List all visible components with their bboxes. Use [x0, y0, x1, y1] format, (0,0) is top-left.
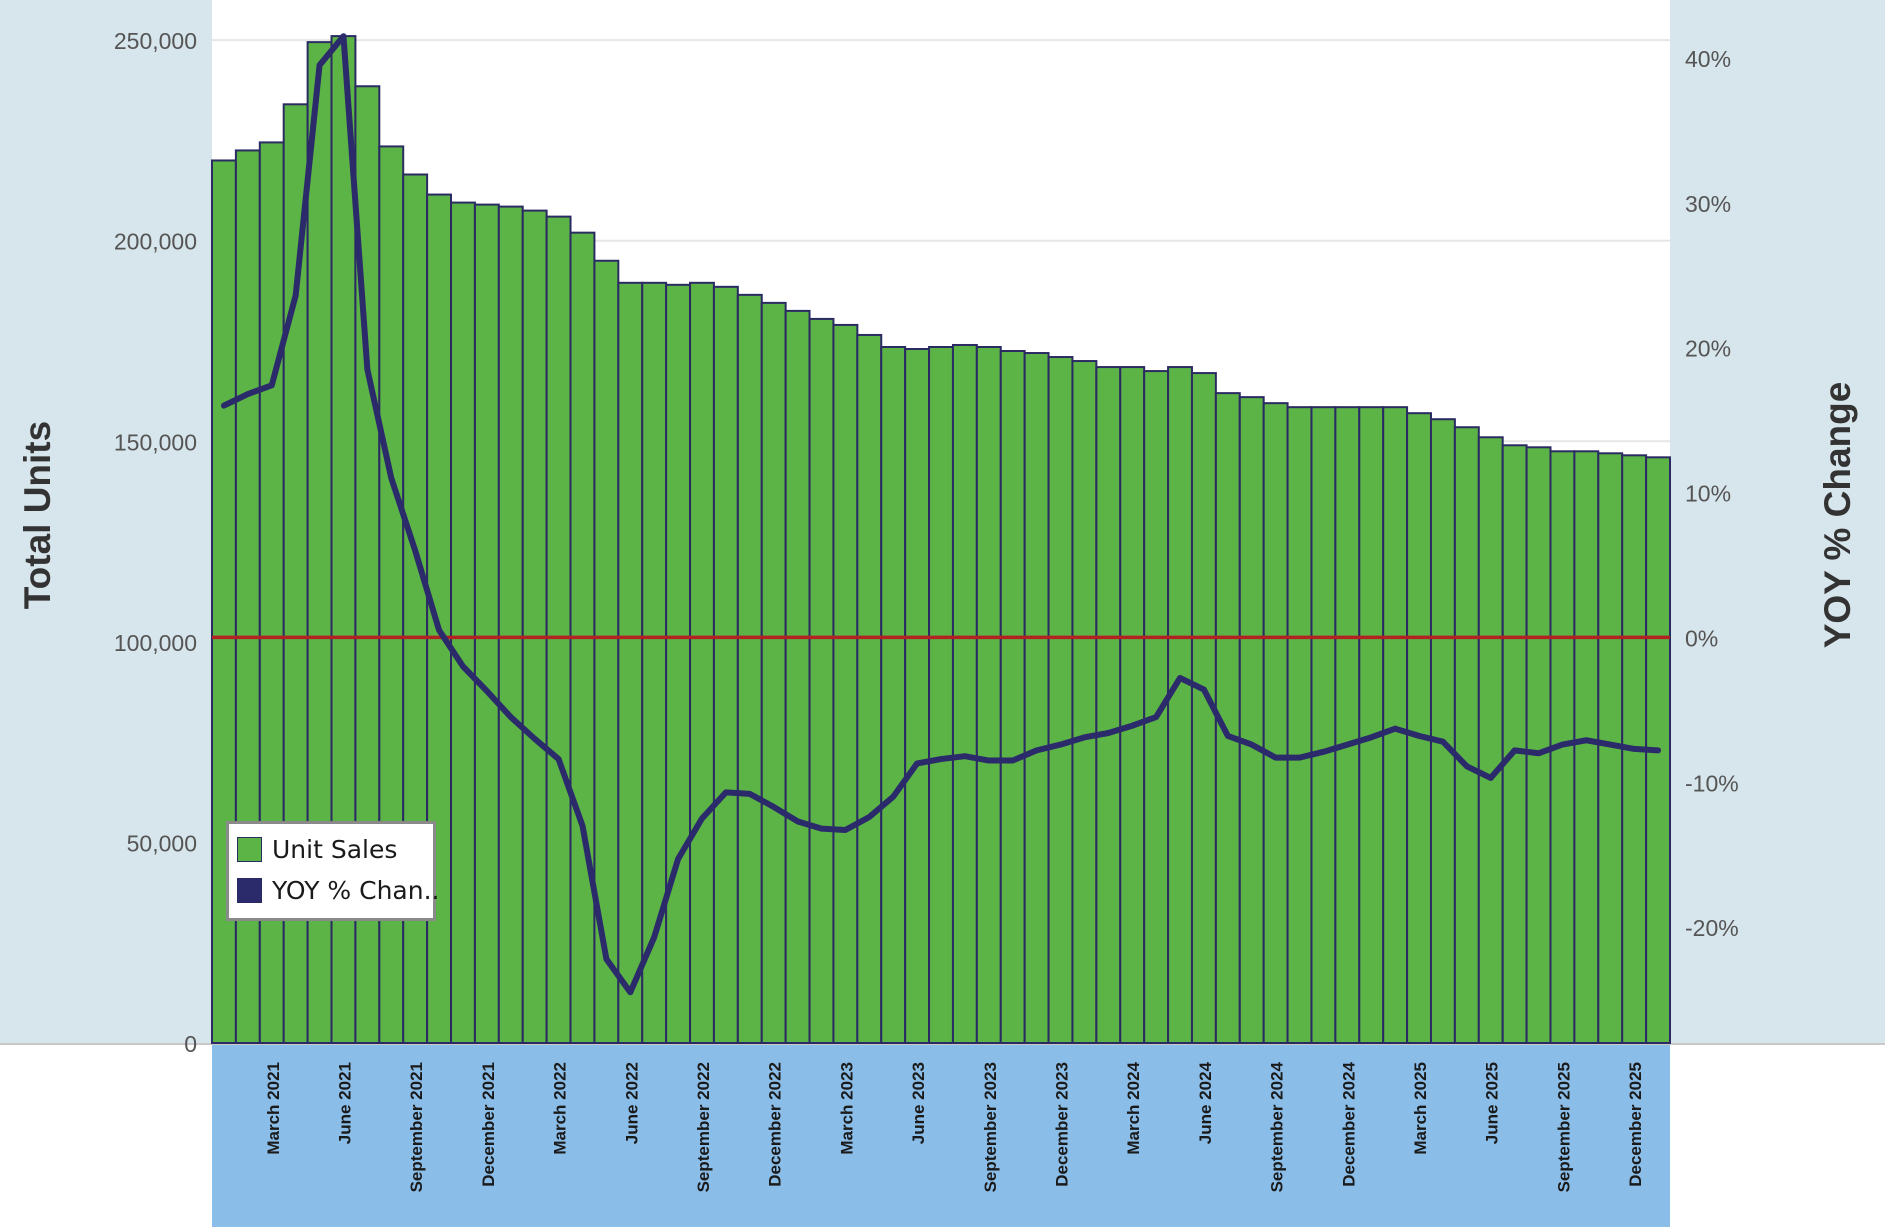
y-tick-label: 250,000 — [114, 28, 197, 54]
x-tick-label: June 2022 — [622, 1062, 641, 1144]
bar-unit-sales — [760, 301, 787, 1044]
bar-unit-sales — [545, 215, 572, 1044]
bar-unit-sales — [1286, 406, 1313, 1045]
bar-unit-sales — [808, 317, 835, 1045]
bar-unit-sales — [736, 293, 763, 1045]
x-tick-label: December 2021 — [479, 1062, 498, 1187]
y2-tick-label: -10% — [1685, 770, 1739, 796]
x-tick-label: June 2021 — [335, 1062, 354, 1144]
bar-unit-sales — [975, 346, 1002, 1044]
y-tick-label: 0 — [184, 1031, 197, 1057]
legend-swatch-unit-sales — [237, 836, 262, 862]
y2-axis-title: YOY % Change — [1817, 382, 1858, 649]
bar-unit-sales — [904, 348, 931, 1044]
legend-item-yoy-change: YOY % Chan.. — [237, 874, 440, 906]
x-tick-label: September 2025 — [1554, 1062, 1573, 1192]
x-tick-label: September 2022 — [694, 1062, 713, 1192]
bar-unit-sales — [1525, 446, 1552, 1045]
bar-unit-sales — [1119, 366, 1146, 1044]
left-axis-panel — [0, 0, 212, 1043]
y2-tick-label: 10% — [1685, 481, 1731, 507]
x-axis-panel — [212, 1043, 1670, 1227]
bar-unit-sales — [617, 281, 644, 1044]
legend-label-unit-sales: Unit Sales — [272, 834, 398, 864]
bar-unit-sales — [1262, 402, 1289, 1045]
bar-unit-sales — [1238, 396, 1265, 1044]
bar-unit-sales — [1477, 436, 1504, 1044]
y2-tick-label: 40% — [1685, 46, 1731, 72]
axes-layer: 0 50,000 100,000 150,000 200,000 250,000 -20% -… — [114, 28, 1739, 1192]
y2-tick-label: -20% — [1685, 915, 1739, 941]
bar-unit-sales — [880, 346, 907, 1044]
bar-unit-sales — [1167, 366, 1193, 1044]
bar-unit-sales — [1382, 406, 1409, 1045]
x-tick-label: December 2023 — [1053, 1062, 1072, 1187]
bar-unit-sales — [473, 203, 500, 1044]
bar-unit-sales — [450, 201, 476, 1044]
legend-item-unit-sales: Unit Sales — [237, 833, 397, 865]
bar-unit-sales — [1573, 450, 1600, 1044]
y-tick-label: 100,000 — [114, 630, 197, 656]
y-tick-label: 50,000 — [127, 830, 197, 856]
bar-unit-sales — [1334, 406, 1361, 1045]
y2-tick-label: 20% — [1685, 336, 1731, 362]
bar-unit-sales — [1310, 406, 1337, 1045]
right-axis-panel — [1670, 0, 1885, 1043]
bar-unit-sales — [1023, 352, 1050, 1044]
x-tick-label: June 2023 — [909, 1062, 928, 1144]
x-tick-label: September 2021 — [407, 1062, 426, 1192]
bar-unit-sales — [1453, 426, 1480, 1045]
bar-unit-sales — [1095, 366, 1122, 1044]
bar-unit-sales — [951, 343, 978, 1044]
bar-unit-sales — [665, 283, 692, 1044]
bar-unit-sales — [928, 346, 954, 1044]
bar-unit-sales — [832, 323, 859, 1044]
x-tick-label: June 2024 — [1196, 1061, 1215, 1144]
x-tick-label: March 2023 — [837, 1062, 856, 1155]
line-yoy-change — [220, 33, 1662, 996]
y-tick-label: 200,000 — [114, 229, 197, 255]
bar-unit-sales — [1071, 360, 1098, 1045]
x-tick-label: March 2022 — [551, 1062, 570, 1155]
x-tick-label: March 2025 — [1411, 1062, 1430, 1155]
bar-unit-sales — [1358, 406, 1385, 1045]
bar-unit-sales — [1406, 412, 1432, 1044]
legend: Unit Sales YOY % Chan.. — [226, 821, 440, 921]
x-tick-label: December 2024 — [1339, 1061, 1358, 1186]
bar-unit-sales — [712, 285, 739, 1044]
x-tick-label: September 2024 — [1268, 1061, 1287, 1192]
line-series-yoy-change — [220, 33, 1662, 996]
bar-unit-sales — [689, 281, 715, 1044]
legend-swatch-yoy-change — [237, 877, 262, 903]
bar-unit-sales — [1429, 418, 1456, 1044]
x-tick-label: December 2022 — [766, 1062, 785, 1187]
x-tick-label: June 2025 — [1483, 1062, 1502, 1144]
legend-label-yoy-change: YOY % Chan.. — [272, 875, 440, 905]
x-tick-label: March 2021 — [264, 1062, 283, 1155]
y2-tick-label: 0% — [1685, 625, 1718, 651]
bar-unit-sales — [1047, 356, 1074, 1044]
bar-unit-sales — [521, 209, 548, 1045]
y-tick-label: 150,000 — [114, 429, 197, 455]
y-axis-title: Total Units — [17, 421, 58, 609]
bar-unit-sales — [999, 350, 1026, 1044]
y2-tick-label: 30% — [1685, 191, 1731, 217]
x-tick-label: September 2023 — [981, 1062, 1000, 1192]
bar-unit-sales — [784, 309, 811, 1044]
bar-unit-sales — [1501, 444, 1528, 1044]
bar-series-unit-sales — [211, 35, 1671, 1045]
x-tick-label: March 2024 — [1124, 1061, 1143, 1154]
bar-unit-sales — [497, 205, 524, 1044]
x-tick-label: December 2025 — [1626, 1062, 1645, 1187]
bar-unit-sales — [856, 333, 883, 1044]
